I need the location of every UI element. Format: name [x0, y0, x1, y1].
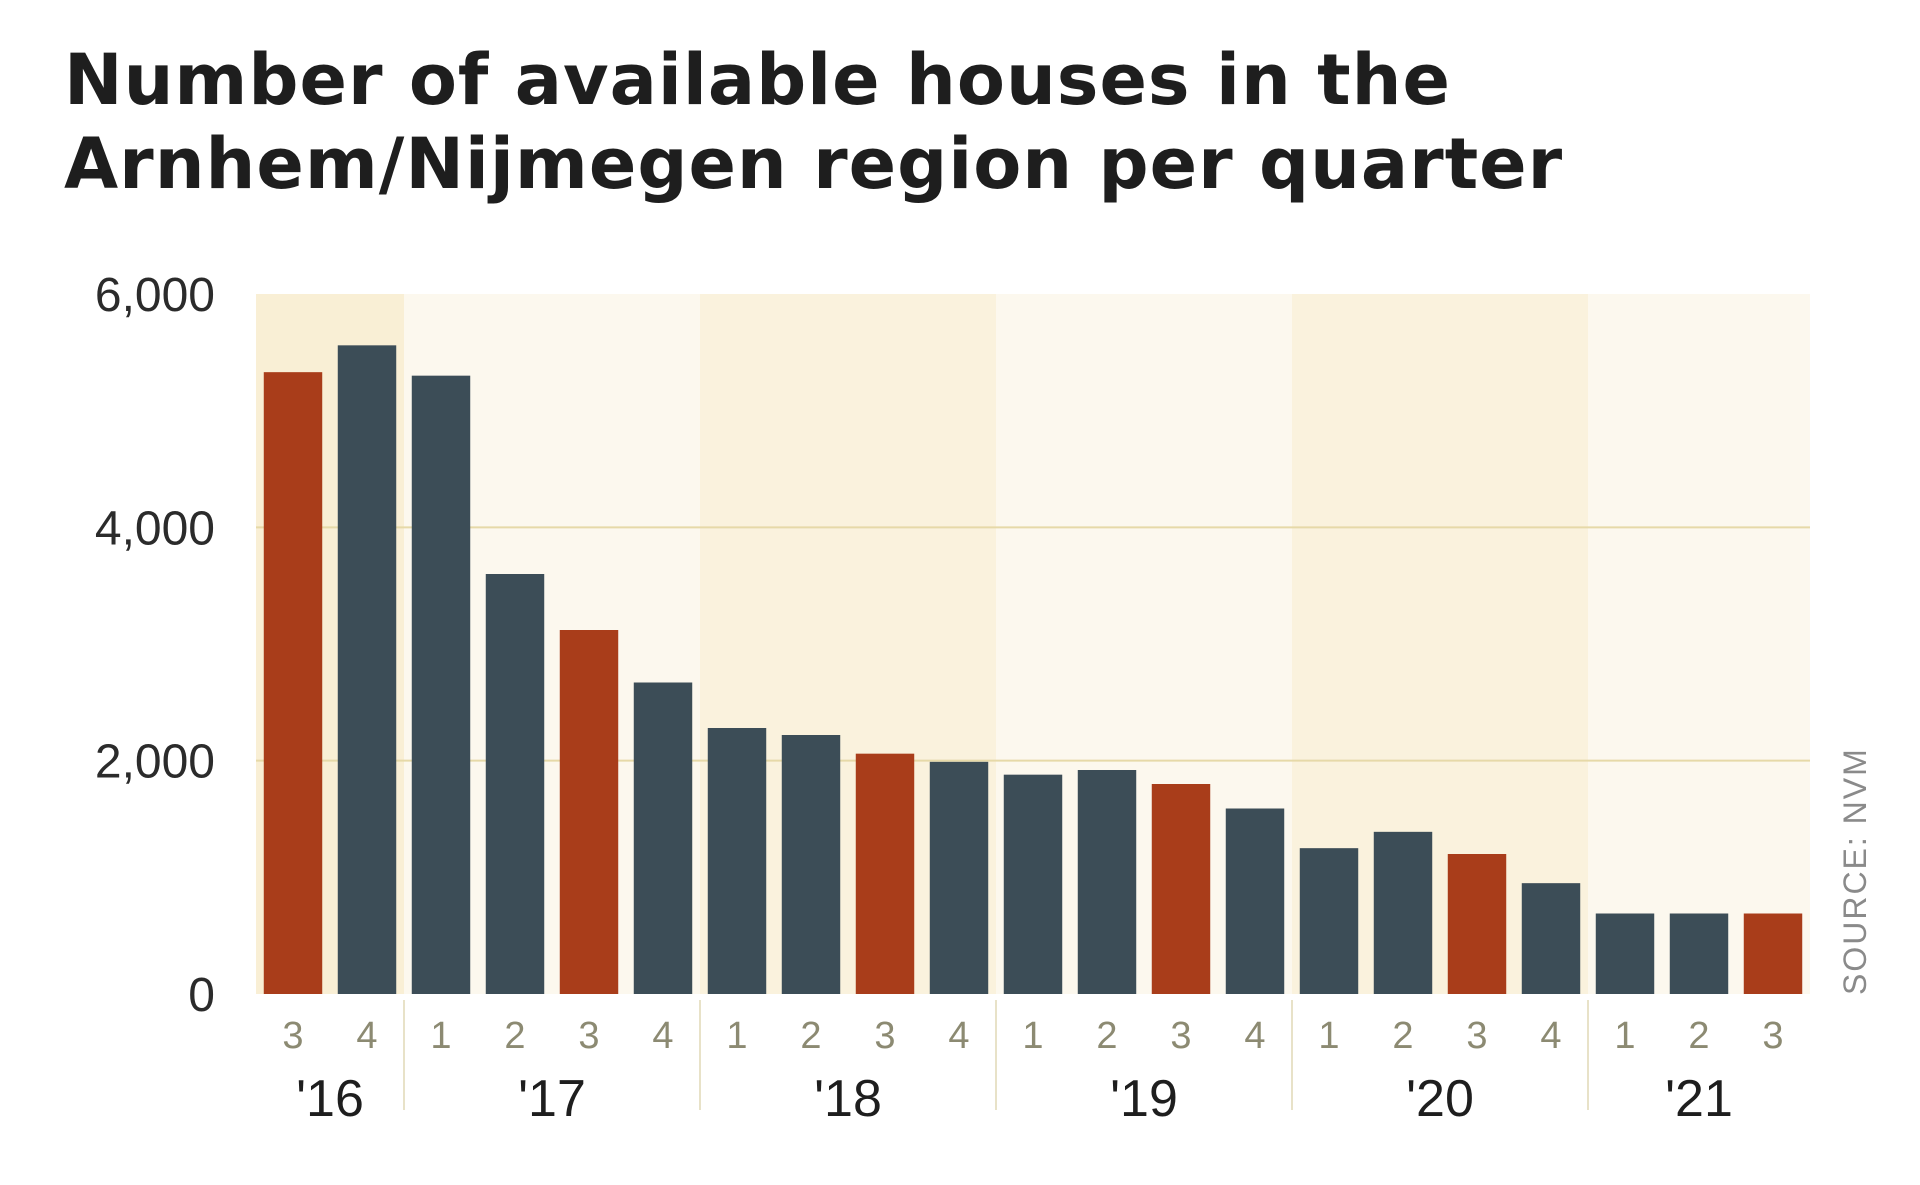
bar	[929, 761, 989, 994]
bar	[559, 630, 619, 994]
bar	[1595, 913, 1655, 994]
quarter-label: 4	[356, 1015, 377, 1057]
bar	[781, 735, 841, 994]
y-tick-label: 4,000	[95, 502, 215, 555]
bar	[1447, 854, 1507, 994]
year-label: '19	[1110, 1070, 1178, 1128]
quarter-label: 4	[652, 1015, 673, 1057]
bar	[1743, 913, 1803, 994]
quarter-label: 3	[1170, 1015, 1191, 1057]
bar	[633, 682, 693, 994]
quarter-label: 3	[1466, 1015, 1487, 1057]
quarter-label: 2	[800, 1015, 821, 1057]
bar	[707, 728, 767, 994]
y-tick-label: 0	[188, 969, 215, 1022]
quarter-label: 1	[1022, 1015, 1043, 1057]
bar	[1373, 831, 1433, 994]
year-label: '18	[814, 1070, 882, 1128]
quarter-label: 3	[1762, 1015, 1783, 1057]
chart-title-line-2: Arnhem/Nijmegen region per quarter	[64, 123, 1564, 205]
bars	[263, 345, 1803, 995]
bar	[485, 574, 545, 994]
quarter-label: 4	[948, 1015, 969, 1057]
quarter-label: 4	[1244, 1015, 1265, 1057]
bar	[1521, 883, 1581, 994]
quarter-label: 1	[1614, 1015, 1635, 1057]
quarter-label: 2	[1688, 1015, 1709, 1057]
quarter-label: 3	[874, 1015, 895, 1057]
bar	[1077, 770, 1137, 994]
bar	[1669, 913, 1729, 994]
quarter-label: 4	[1540, 1015, 1561, 1057]
quarter-label: 2	[1392, 1015, 1413, 1057]
chart-title: Number of available houses in the Arnhem…	[64, 38, 1764, 206]
bar	[263, 372, 323, 995]
bar	[1151, 784, 1211, 994]
quarter-label: 3	[578, 1015, 599, 1057]
bar	[1003, 774, 1063, 994]
source-label: SOURCE: NVM	[1837, 747, 1873, 995]
chart-title-line-1: Number of available houses in the	[64, 39, 1451, 121]
year-label: '17	[518, 1070, 586, 1128]
year-label: '20	[1406, 1070, 1474, 1128]
bar	[1225, 808, 1285, 994]
x-axis: 3 4 '16 1 2 3 4 '17 1 2 3 4 '18 1 2 3 4 '19 1 2 3 4 '20 1 2 3 '21	[282, 1000, 1784, 1128]
quarter-label: 1	[430, 1015, 451, 1057]
quarter-label: 2	[504, 1015, 525, 1057]
bar	[855, 753, 915, 994]
year-label: '21	[1665, 1070, 1733, 1128]
quarter-label: 1	[1318, 1015, 1339, 1057]
quarter-label: 3	[282, 1015, 303, 1057]
y-axis: 0 2,000 4,000 6,000	[95, 269, 215, 1022]
quarter-label: 2	[1096, 1015, 1117, 1057]
bar	[411, 375, 471, 995]
bar	[1299, 848, 1359, 994]
year-label: '16	[296, 1070, 364, 1128]
quarter-label: 1	[726, 1015, 747, 1057]
y-tick-label: 6,000	[95, 269, 215, 322]
bar	[337, 345, 397, 994]
y-tick-label: 2,000	[95, 736, 215, 789]
year-band	[1588, 294, 1810, 994]
